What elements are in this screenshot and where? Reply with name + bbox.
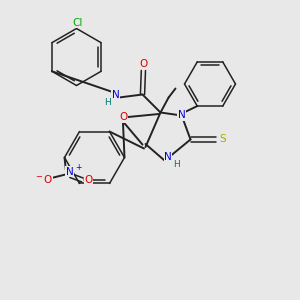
Text: N: N	[66, 167, 74, 177]
Text: S: S	[219, 134, 226, 145]
Text: N: N	[112, 90, 119, 100]
Text: O: O	[119, 112, 127, 122]
Text: Cl: Cl	[73, 17, 83, 28]
Text: O: O	[139, 59, 148, 69]
Text: N: N	[178, 110, 185, 121]
Text: O: O	[44, 175, 52, 185]
Text: +: +	[75, 164, 81, 172]
Text: H: H	[104, 98, 111, 107]
Text: −: −	[35, 172, 43, 182]
Text: H: H	[173, 160, 179, 169]
Text: N: N	[164, 152, 172, 163]
Text: O: O	[84, 175, 93, 185]
